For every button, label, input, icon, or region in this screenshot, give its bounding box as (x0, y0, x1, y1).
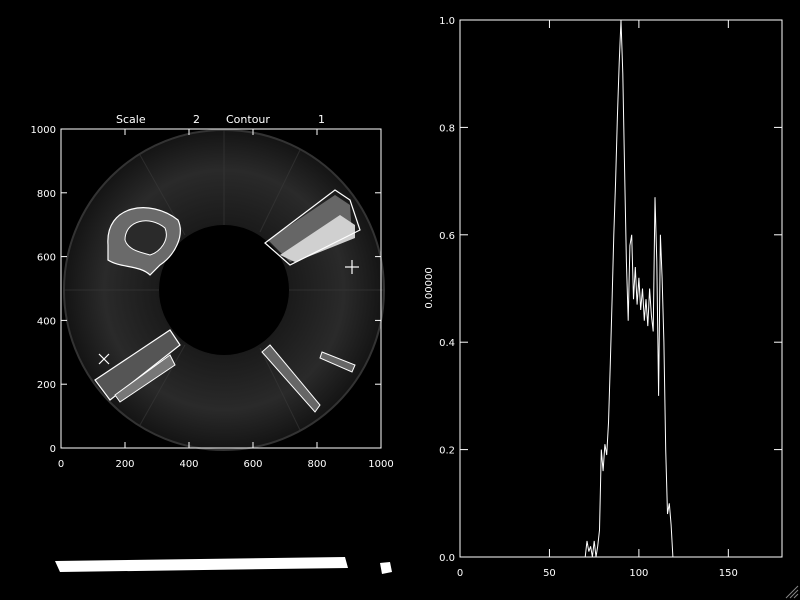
image-x-tick-label: 800 (307, 459, 326, 470)
plot-y-tick-label: 0.6 (439, 231, 455, 242)
scale-value: 2 (193, 113, 200, 126)
image-y-tick-label: 800 (37, 189, 56, 200)
coronal-image (63, 129, 385, 451)
contour-upper-right (264, 189, 361, 266)
image-y-tick-label: 200 (37, 380, 56, 391)
y-axis-label: 0.00000 (424, 267, 435, 308)
plot-x-tick-label: 0 (457, 568, 463, 579)
plot-frame (459, 19, 783, 558)
contour-loop-outer (107, 207, 181, 276)
white-strip (55, 557, 348, 572)
image-y-axis: 0 200 400 600 800 1000 (31, 125, 381, 455)
plot-y-tick-label: 0.8 (439, 123, 455, 134)
bright-feature-upper-right (268, 195, 352, 262)
line-chart: 0 50 100 150 0.0 0.2 0.4 0.6 0.8 1.0 0.00000 (424, 16, 783, 579)
plot-x-tick-label: 50 (543, 568, 556, 579)
occulter-disk (159, 225, 289, 355)
image-x-tick-label: 600 (243, 459, 262, 470)
resize-grip-icon[interactable] (785, 585, 799, 599)
plot-x-tick-label: 100 (629, 568, 648, 579)
series-line (460, 19, 782, 558)
streak-lower-right (261, 344, 321, 413)
contour-value: 1 (318, 113, 325, 126)
image-y-tick-label: 1000 (31, 125, 56, 136)
cross-marker (345, 260, 359, 274)
plot-y-tick-label: 0.2 (439, 446, 455, 457)
x-marker (98, 353, 110, 365)
plot-y-tick-label: 1.0 (439, 16, 455, 27)
image-x-tick-label: 0 (58, 459, 64, 470)
plot-x-tick-label: 150 (719, 568, 738, 579)
plot-y-axis: 0.0 0.2 0.4 0.6 0.8 1.0 (439, 16, 782, 564)
white-speck (380, 562, 392, 574)
image-y-tick-label: 0 (50, 444, 56, 455)
image-x-tick-label: 1000 (368, 459, 393, 470)
bottom-strip (55, 557, 392, 574)
image-x-axis: 0 200 400 600 800 1000 (58, 129, 394, 470)
image-frame (60, 128, 382, 449)
image-x-tick-label: 400 (179, 459, 198, 470)
plot-y-tick-label: 0.4 (439, 338, 455, 349)
image-y-tick-label: 600 (37, 253, 56, 264)
streak-right (319, 351, 356, 373)
image-panel: Scale 2 Contour 1 (31, 113, 394, 470)
plot-y-tick-label: 0.0 (439, 553, 455, 564)
scale-label: Scale (116, 113, 146, 126)
contour-label: Contour (226, 113, 270, 126)
image-x-tick-label: 200 (115, 459, 134, 470)
image-y-tick-label: 400 (37, 316, 56, 327)
streak-lower-left (94, 329, 181, 401)
streak-lower-left-2 (114, 354, 176, 403)
contour-loop-inner (124, 220, 167, 256)
bright-core-upper-right (280, 215, 355, 262)
plot-x-axis: 0 50 100 150 (457, 20, 738, 579)
